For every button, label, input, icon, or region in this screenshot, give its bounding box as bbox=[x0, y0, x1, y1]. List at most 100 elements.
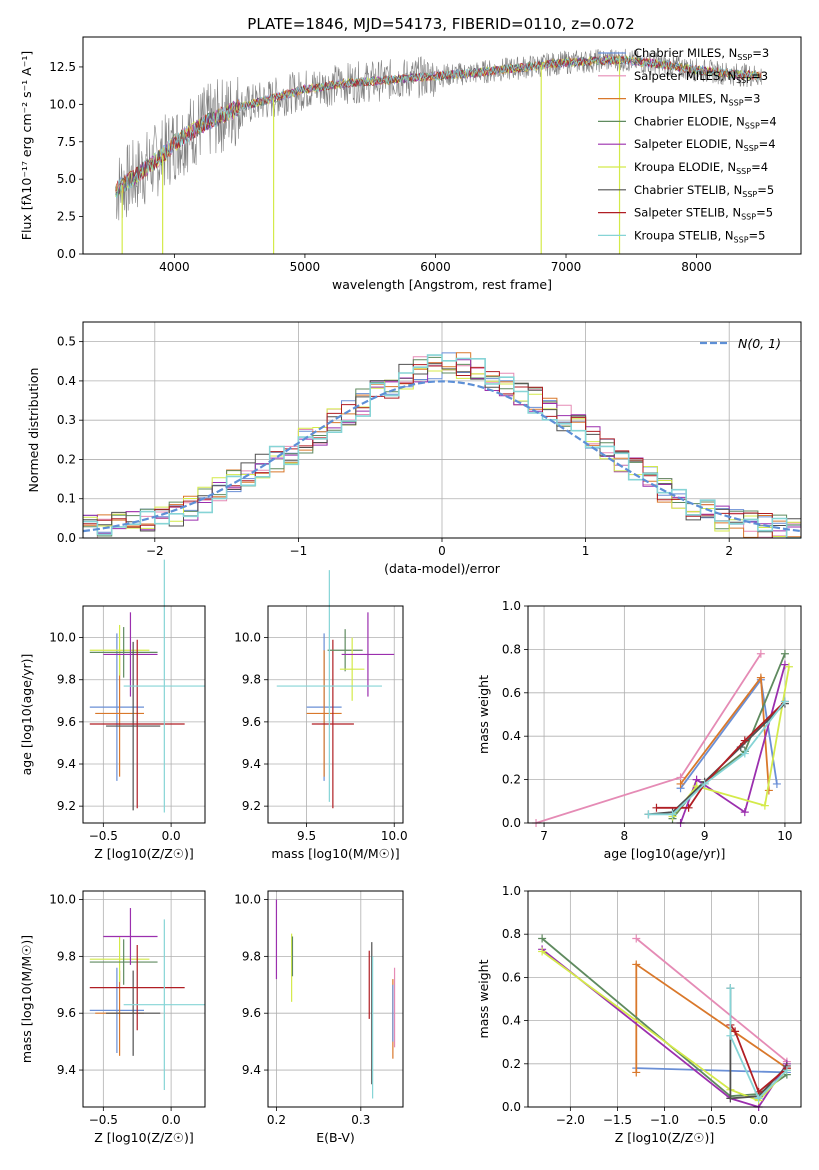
y-tick-label: 0.2 bbox=[502, 773, 521, 787]
weight-point-marker bbox=[756, 649, 765, 658]
x-tick-label: 7000 bbox=[551, 260, 582, 274]
mass-vs-ebv-axes: 0.2 0.3 9.4 9.6 9.8 10.0 E(B-V) bbox=[234, 890, 404, 1145]
weight-vs-age-axes: 7 8 9 10 0.0 0.2 0.4 0.6 0.8 1.0 age [log10(age/yr… bbox=[476, 599, 802, 861]
histogram-step bbox=[83, 367, 801, 537]
legend-entry: Kroupa ELODIE, NSSP=4 bbox=[634, 160, 768, 176]
y-tick-label: 9.4 bbox=[242, 1063, 261, 1077]
y-tick-label: 9.6 bbox=[57, 715, 76, 729]
weight-point-marker bbox=[538, 947, 547, 956]
weight-vs-age-xlabel: age [log10(age/yr)] bbox=[604, 846, 726, 861]
x-tick-label: 10 bbox=[777, 829, 792, 843]
x-tick-label: 2 bbox=[725, 544, 733, 558]
x-tick-label: −1.0 bbox=[650, 1113, 679, 1127]
axes-frame bbox=[527, 605, 802, 824]
weight-point-marker bbox=[676, 779, 685, 788]
residuals-axes: −2 −1 0 1 2 0.0 0.1 0.2 0.3 0.4 0.5 (data-model)/er… bbox=[26, 321, 802, 576]
legend-entry: Chabrier ELODIE, NSSP=4 bbox=[634, 114, 777, 130]
x-tick-label: −0.5 bbox=[89, 1113, 118, 1127]
y-tick-label: 10.0 bbox=[234, 631, 261, 645]
x-tick-label: 8000 bbox=[681, 260, 712, 274]
gaussian-legend-label: N(0, 1) bbox=[738, 336, 781, 351]
y-tick-label: 0.1 bbox=[57, 492, 76, 506]
weight-point-marker bbox=[632, 1068, 641, 1077]
spectrum-xlabel: wavelength [Angstrom, rest frame] bbox=[332, 277, 552, 292]
axes-frame bbox=[527, 890, 802, 1108]
legend-entry: Chabrier MILES, NSSP=3 bbox=[634, 46, 769, 62]
y-tick-label: 9.6 bbox=[242, 1006, 261, 1020]
x-tick-label: 0 bbox=[438, 544, 446, 558]
weight-point-marker bbox=[760, 801, 769, 810]
weight-point-marker bbox=[731, 1027, 740, 1036]
model-spectrum bbox=[115, 55, 762, 198]
weight-point-marker bbox=[780, 660, 789, 669]
weight-point-marker bbox=[784, 662, 793, 671]
weight-point-marker bbox=[668, 810, 677, 819]
y-tick-label: 0.4 bbox=[502, 1014, 521, 1028]
x-tick-label: 7 bbox=[540, 829, 548, 843]
y-tick-label: 9.4 bbox=[242, 757, 261, 771]
weight-series-line bbox=[729, 1024, 788, 1094]
weight-point-marker bbox=[700, 779, 709, 788]
spectrum-axes: 4000 5000 6000 7000 8000 0.0 2.5 5.0 7.5 10.0 12.5… bbox=[19, 36, 802, 292]
x-tick-label: −0.5 bbox=[697, 1113, 726, 1127]
y-tick-label: 9.6 bbox=[242, 715, 261, 729]
x-tick-label: 9 bbox=[701, 829, 709, 843]
y-tick-label: 2.5 bbox=[57, 210, 76, 224]
weight-point-marker bbox=[726, 1031, 735, 1040]
y-tick-label: 0.0 bbox=[502, 1100, 521, 1114]
weight-point-marker bbox=[538, 934, 547, 943]
mass-vs-ebv-xlabel: E(B-V) bbox=[316, 1130, 355, 1145]
gaussian-curve bbox=[82, 380, 802, 533]
y-tick-label: 0.6 bbox=[502, 686, 521, 700]
x-tick-label: 1 bbox=[582, 544, 590, 558]
x-tick-label: 9.5 bbox=[297, 829, 316, 843]
weight-point-marker bbox=[780, 697, 789, 706]
axes-frame bbox=[267, 890, 404, 1108]
legend-entry: Salpeter STELIB, NSSP=5 bbox=[634, 206, 773, 222]
weight-series-line bbox=[635, 937, 788, 1063]
x-tick-label: 0.0 bbox=[162, 829, 181, 843]
y-tick-label: 9.8 bbox=[242, 949, 261, 963]
axes-frame bbox=[82, 605, 206, 824]
weight-series-line bbox=[729, 988, 788, 1100]
x-tick-label: 0.0 bbox=[162, 1113, 181, 1127]
x-tick-label: 10.0 bbox=[381, 829, 408, 843]
y-tick-label: 0.0 bbox=[502, 816, 521, 830]
legend-entry: Salpeter ELODIE, NSSP=4 bbox=[634, 137, 776, 153]
weight-point-marker bbox=[754, 1094, 763, 1103]
age-vs-mass-axes: 9.5 10.0 9.2 9.4 9.6 9.8 10.0 mass [log10(M/M☉)… bbox=[234, 570, 408, 861]
weight-point-marker bbox=[740, 736, 749, 745]
residuals-xlabel: (data-model)/error bbox=[384, 561, 501, 576]
y-tick-label: 0.0 bbox=[57, 247, 76, 261]
y-tick-label: 0.8 bbox=[502, 927, 521, 941]
weight-series-line bbox=[636, 1067, 787, 1074]
x-tick-label: −2.0 bbox=[556, 1113, 585, 1127]
weight-vs-z-xlabel: Z [log10(Z/Z☉)] bbox=[615, 1130, 715, 1145]
y-tick-label: 0.2 bbox=[502, 1057, 521, 1071]
weight-point-marker bbox=[632, 960, 641, 969]
age-vs-mass-xlabel: mass [log10(M/M☉)] bbox=[271, 846, 399, 861]
mass-vs-z-xlabel: Z [log10(Z/Z☉)] bbox=[94, 1130, 194, 1145]
spectrum-lines bbox=[115, 48, 762, 254]
y-tick-label: 7.5 bbox=[57, 135, 76, 149]
weight-vs-z-ylabel: mass weight bbox=[476, 959, 491, 1038]
axes-frame bbox=[82, 36, 802, 255]
y-tick-label: 1.0 bbox=[502, 884, 521, 898]
weight-point-marker bbox=[780, 649, 789, 658]
x-tick-label: 0.0 bbox=[749, 1113, 768, 1127]
y-tick-label: 0.6 bbox=[502, 970, 521, 984]
legend-entry: Chabrier STELIB, NSSP=5 bbox=[634, 183, 774, 199]
mass-vs-z-axes: −0.5 0.0 9.4 9.6 9.8 10.0 Z [log10(Z/Z☉)] mass … bbox=[19, 890, 206, 1145]
weight-point-marker bbox=[726, 984, 735, 993]
weight-point-marker bbox=[756, 673, 765, 682]
y-tick-label: 0.2 bbox=[57, 452, 76, 466]
weight-point-marker bbox=[726, 1094, 735, 1103]
y-tick-label: 0.4 bbox=[57, 374, 76, 388]
x-tick-label: 4000 bbox=[159, 260, 190, 274]
figure-title: PLATE=1846, MJD=54173, FIBERID=0110, z=0… bbox=[247, 15, 634, 33]
mass-vs-z-ylabel: mass [log10(M/M☉)] bbox=[19, 935, 34, 1063]
y-tick-label: 10.0 bbox=[49, 631, 76, 645]
weight-series-line bbox=[679, 664, 786, 824]
weight-point-marker bbox=[644, 810, 653, 819]
